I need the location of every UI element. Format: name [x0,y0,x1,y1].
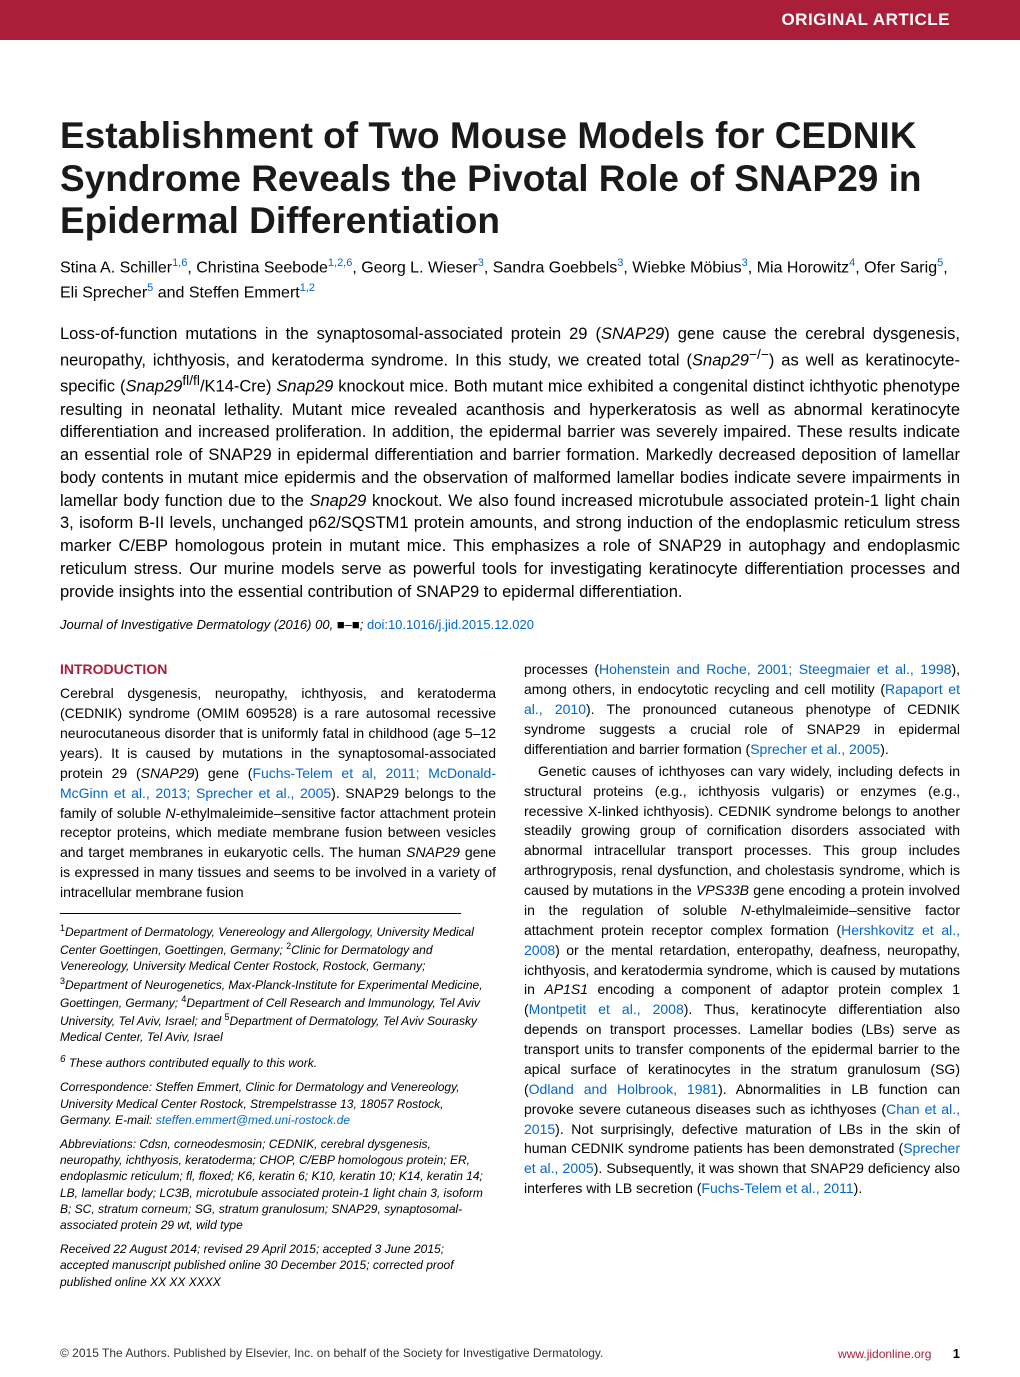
abstract: Loss-of-function mutations in the synapt… [60,323,960,603]
introduction-heading: INTRODUCTION [60,660,496,680]
article-type-label: ORIGINAL ARTICLE [781,10,950,29]
right-column: processes (Hohenstein and Roche, 2001; S… [524,660,960,1289]
intro-paragraph-1-cont: processes (Hohenstein and Roche, 2001; S… [524,660,960,759]
footnote-divider [60,913,461,914]
page-footer: © 2015 The Authors. Published by Elsevie… [0,1320,1020,1377]
abbreviations: Abbreviations: Cdsn, corneodesmosin; CED… [60,1136,496,1233]
journal-name: Journal of Investigative Dermatology [60,617,270,632]
doi-link[interactable]: doi:10.1016/j.jid.2015.12.020 [367,617,534,632]
page-content: Establishment of Two Mouse Models for CE… [0,40,1020,1320]
affiliations: 1Department of Dermatology, Venereology … [60,922,496,1045]
equal-contribution-note: 6 These authors contributed equally to t… [60,1053,496,1071]
journal-pages: ■–■; [337,617,364,632]
intro-paragraph-1: Cerebral dysgenesis, neuropathy, ichthyo… [60,684,496,903]
copyright: © 2015 The Authors. Published by Elsevie… [60,1346,603,1360]
left-column: INTRODUCTION Cerebral dysgenesis, neurop… [60,660,496,1289]
journal-url[interactable]: www.jidonline.org [838,1347,931,1361]
article-title: Establishment of Two Mouse Models for CE… [60,115,960,243]
page-number: 1 [953,1346,960,1361]
citation-line: Journal of Investigative Dermatology (20… [60,617,960,632]
author-list: Stina A. Schiller1,6, Christina Seebode1… [60,255,960,306]
received-dates: Received 22 August 2014; revised 29 Apri… [60,1241,496,1290]
article-type-header: ORIGINAL ARTICLE [0,0,1020,40]
body-columns: INTRODUCTION Cerebral dysgenesis, neurop… [60,660,960,1289]
journal-year: (2016) [274,617,312,632]
correspondence: Correspondence: Steffen Emmert, Clinic f… [60,1079,496,1128]
journal-vol: 00, [315,617,333,632]
intro-paragraph-2: Genetic causes of ichthyoses can vary wi… [524,762,960,1199]
